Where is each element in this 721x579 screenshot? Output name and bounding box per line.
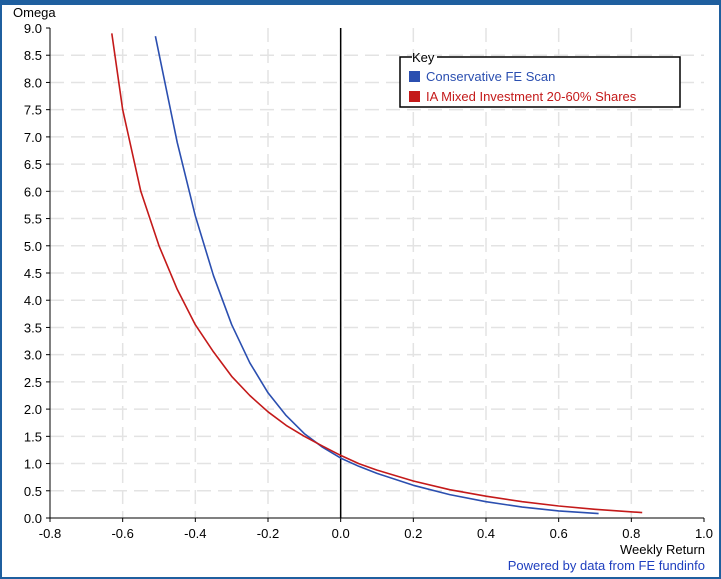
y-tick-label: 7.5 xyxy=(24,103,42,118)
y-tick-label: 0.5 xyxy=(24,484,42,499)
y-tick-label: 8.0 xyxy=(24,75,42,90)
x-tick-label: 0.0 xyxy=(332,526,350,541)
legend-swatch-0 xyxy=(409,71,420,82)
legend-title: Key xyxy=(412,50,435,65)
y-axis-title: Omega xyxy=(13,5,56,20)
series-lines xyxy=(111,33,643,515)
x-tick-label: 1.0 xyxy=(695,526,713,541)
legend-label-1: IA Mixed Investment 20-60% Shares xyxy=(426,89,637,104)
y-tick-label: 5.5 xyxy=(24,212,42,227)
legend-label-0: Conservative FE Scan xyxy=(426,69,555,84)
y-tick-label: 0.0 xyxy=(24,511,42,526)
y-tick-label: 3.0 xyxy=(24,348,42,363)
y-tick-label: 7.0 xyxy=(24,130,42,145)
x-tick-labels: -0.8 -0.6 -0.4 -0.2 0.0 0.2 0.4 0.6 0.8 1.0 xyxy=(39,518,713,541)
x-axis-title: Weekly Return xyxy=(620,542,705,557)
y-tick-label: 5.0 xyxy=(24,239,42,254)
y-tick-label: 1.0 xyxy=(24,457,42,472)
y-tick-label: 6.0 xyxy=(24,184,42,199)
legend-swatch-1 xyxy=(409,91,420,102)
y-tick-label: 8.5 xyxy=(24,48,42,63)
series-line-1 xyxy=(111,33,643,514)
y-tick-label: 4.5 xyxy=(24,266,42,281)
y-tick-label: 9.0 xyxy=(24,21,42,36)
omega-chart: 0.0 0.5 1.0 1.5 2.0 2.5 3.0 3.5 4.0 4.5 5.0 5.5 6.0 6… xyxy=(13,5,713,573)
y-tick-labels: 0.0 0.5 1.0 1.5 2.0 2.5 3.0 3.5 4.0 4.5 5.0 5.5 6.0 6… xyxy=(24,21,50,526)
y-tick-label: 4.0 xyxy=(24,293,42,308)
legend: Key Conservative FE Scan IA Mixed Invest… xyxy=(399,50,681,108)
y-tick-label: 6.5 xyxy=(24,157,42,172)
x-tick-label: -0.8 xyxy=(39,526,61,541)
y-tick-label: 2.5 xyxy=(24,375,42,390)
x-tick-label: -0.6 xyxy=(111,526,133,541)
y-tick-label: 2.0 xyxy=(24,402,42,417)
data-credit: Powered by data from FE fundinfo xyxy=(508,558,705,573)
x-tick-label: 0.6 xyxy=(550,526,568,541)
x-tick-label: -0.2 xyxy=(257,526,279,541)
x-tick-label: 0.2 xyxy=(404,526,422,541)
legend-border xyxy=(399,56,681,108)
y-tick-label: 1.5 xyxy=(24,429,42,444)
y-tick-label: 3.5 xyxy=(24,320,42,335)
x-tick-label: -0.4 xyxy=(184,526,206,541)
series-line-0 xyxy=(154,36,599,515)
x-tick-label: 0.4 xyxy=(477,526,495,541)
x-tick-label: 0.8 xyxy=(622,526,640,541)
